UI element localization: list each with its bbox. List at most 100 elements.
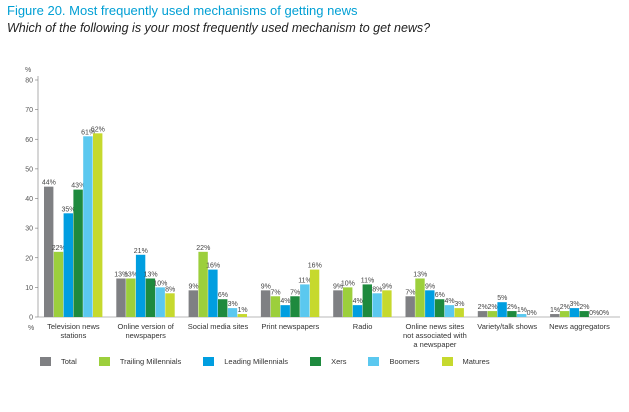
bar xyxy=(333,290,343,317)
data-label: 9% xyxy=(261,283,271,290)
bar xyxy=(569,308,580,317)
legend-item: Xers xyxy=(310,356,346,366)
data-label: 3% xyxy=(570,301,580,308)
category-label-line: newspapers xyxy=(125,331,166,340)
bar xyxy=(155,287,165,317)
data-label: 0% xyxy=(589,310,599,317)
data-label: 7% xyxy=(290,289,300,296)
data-label: 1% xyxy=(517,307,527,314)
data-label: 10% xyxy=(153,280,167,287)
bar xyxy=(434,299,445,317)
data-label: 9% xyxy=(425,283,435,290)
y-axis-label: % xyxy=(25,67,31,74)
bar xyxy=(188,290,198,317)
legend-swatch xyxy=(310,356,322,366)
data-label: 2% xyxy=(478,304,488,311)
category-label-line: a newspaper xyxy=(413,340,456,349)
category-label-line: News aggregators xyxy=(549,322,610,331)
legend-item: Boomers xyxy=(368,356,420,366)
y-tick-label: 50 xyxy=(25,166,33,173)
data-label: 44% xyxy=(42,180,56,187)
data-label: 11% xyxy=(298,277,312,284)
bar xyxy=(280,305,290,317)
data-label: 4% xyxy=(280,298,290,305)
data-label: 10% xyxy=(341,280,355,287)
bar xyxy=(290,296,300,317)
legend-label: Matures xyxy=(462,356,490,366)
data-label: 6% xyxy=(218,292,228,299)
figure-title: Figure 20. Most frequently used mechanis… xyxy=(7,3,358,18)
legend-label: Trailing Millennials xyxy=(119,356,182,366)
data-label: 13% xyxy=(124,271,138,278)
category-label-line: stations xyxy=(60,331,86,340)
data-label: 7% xyxy=(405,289,415,296)
bar xyxy=(93,133,103,317)
bar xyxy=(382,290,392,317)
data-label: 35% xyxy=(61,206,75,213)
bar xyxy=(237,314,247,317)
bar xyxy=(425,290,435,317)
data-label: 61% xyxy=(81,129,95,136)
y-tick-label: 80 xyxy=(25,78,33,85)
category-label: Print newspapers xyxy=(261,322,319,331)
legend-item: Leading Millennials xyxy=(203,356,289,366)
bar xyxy=(135,254,146,317)
y-tick-label: 0 xyxy=(29,315,33,322)
y-tick-label: 10 xyxy=(25,285,33,292)
bar xyxy=(352,305,363,317)
category-label-line: Radio xyxy=(353,322,373,331)
bar xyxy=(507,311,517,317)
y-tick-label: 20 xyxy=(25,255,33,262)
data-label: 16% xyxy=(308,263,322,270)
legend-swatch xyxy=(40,356,51,366)
bar xyxy=(198,251,208,317)
data-label: 7% xyxy=(271,289,281,296)
legend-item: Matures xyxy=(441,356,490,366)
category-label: Television news stations xyxy=(47,322,100,340)
legend-swatch xyxy=(368,356,380,366)
data-label: 43% xyxy=(71,183,85,190)
bar xyxy=(415,278,425,317)
data-label: 22% xyxy=(196,245,210,252)
bar xyxy=(579,311,589,317)
bar xyxy=(270,296,281,317)
data-label: 21% xyxy=(134,248,148,255)
category-label: Variety/talk shows xyxy=(477,322,537,331)
legend-label: Total xyxy=(61,356,77,366)
data-label: 13% xyxy=(413,271,427,278)
data-label: 0% xyxy=(527,310,537,317)
data-label: 13% xyxy=(114,271,128,278)
bar xyxy=(83,136,93,317)
bar xyxy=(517,314,527,317)
category-label: Online version of newspapers xyxy=(118,322,175,340)
data-label: 2% xyxy=(579,304,589,311)
legend-item: Trailing Millennials xyxy=(98,356,182,366)
y-tick-label: 60 xyxy=(25,137,33,144)
legend-swatch xyxy=(98,356,110,366)
legend-label: Leading Millennials xyxy=(224,356,289,366)
data-label: 9% xyxy=(333,283,343,290)
data-label: 13% xyxy=(144,271,158,278)
data-label: 3% xyxy=(454,301,464,308)
bar xyxy=(487,311,497,317)
bar xyxy=(405,296,415,317)
data-label: 0% xyxy=(599,310,609,317)
data-label: 2% xyxy=(507,304,517,311)
data-label: 2% xyxy=(560,304,570,311)
figure-subtitle: Which of the following is your most freq… xyxy=(7,21,431,35)
data-label: 5% xyxy=(497,295,507,302)
legend-label: Boomers xyxy=(389,356,420,366)
category-label: Social media sites xyxy=(188,322,249,331)
data-label: 16% xyxy=(206,263,220,270)
y-axis-label-bottom: % xyxy=(28,325,34,332)
bar xyxy=(343,287,353,317)
bar xyxy=(550,314,560,317)
data-label: 22% xyxy=(52,245,66,252)
bar xyxy=(559,311,570,317)
data-label: 9% xyxy=(188,283,198,290)
data-label: 4% xyxy=(353,298,363,305)
legend-swatch xyxy=(203,356,215,366)
bar xyxy=(126,278,136,317)
data-label: 11% xyxy=(361,277,375,284)
